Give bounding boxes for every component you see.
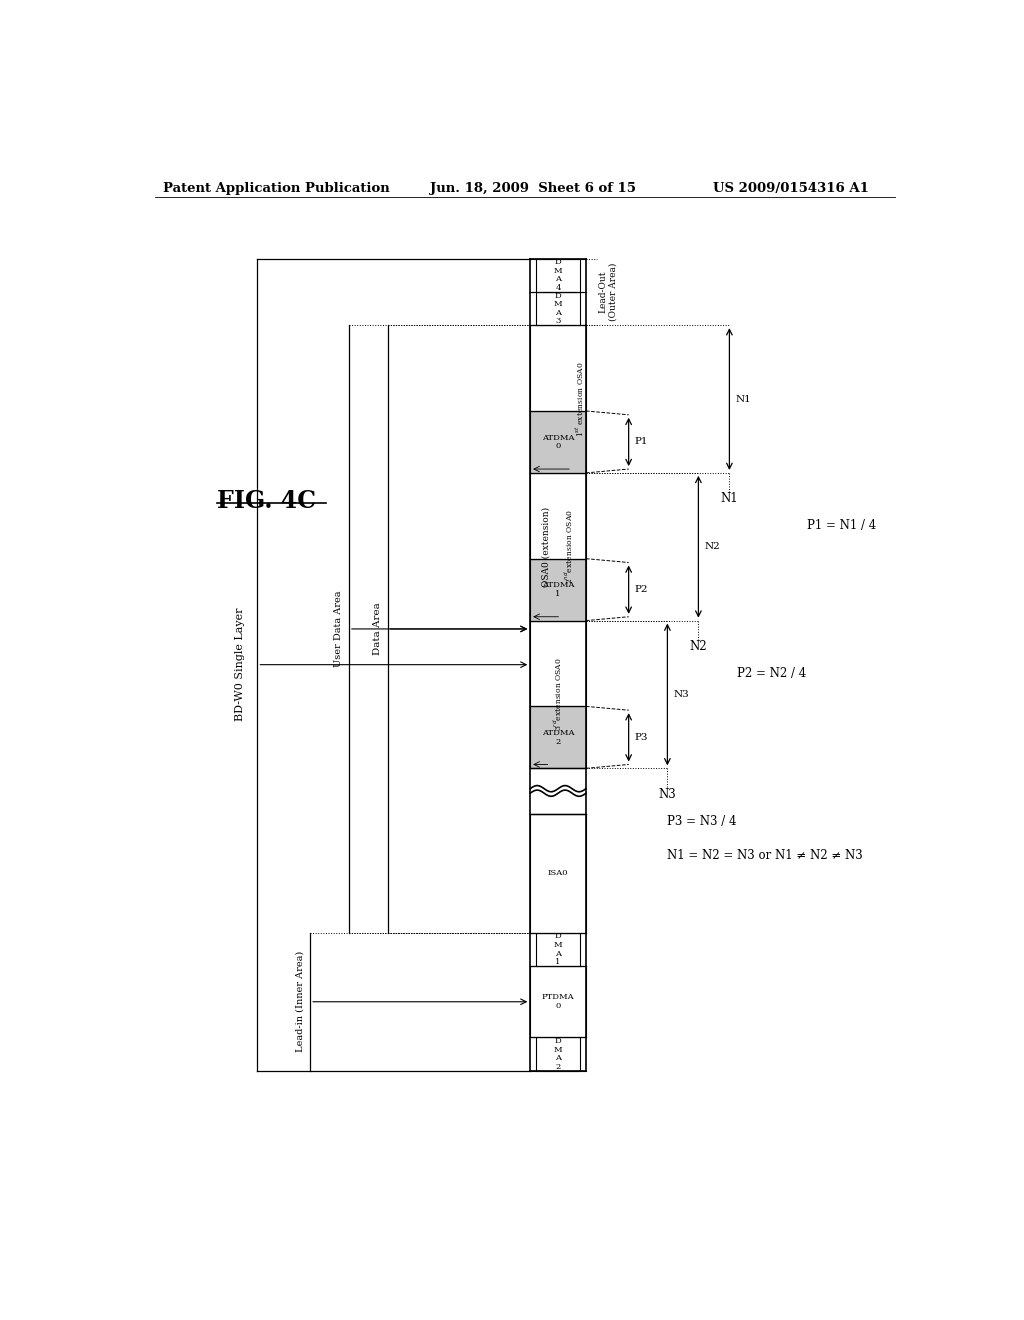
Bar xyxy=(530,966,586,1038)
Text: OSA0 (extension): OSA0 (extension) xyxy=(541,507,550,587)
Text: P2: P2 xyxy=(635,585,648,594)
Text: US 2009/0154316 A1: US 2009/0154316 A1 xyxy=(713,182,869,194)
Text: D
M
A
3: D M A 3 xyxy=(554,292,562,326)
Text: P1 = N1 / 4: P1 = N1 / 4 xyxy=(807,519,877,532)
Text: FIG. 4C: FIG. 4C xyxy=(217,490,316,513)
Text: P3: P3 xyxy=(635,733,648,742)
Text: 3$^{rd}$extension OSA0: 3$^{rd}$extension OSA0 xyxy=(552,657,564,731)
Text: P1: P1 xyxy=(635,437,648,446)
Text: N3: N3 xyxy=(674,690,689,700)
Bar xyxy=(536,933,581,966)
Text: Jun. 18, 2009  Sheet 6 of 15: Jun. 18, 2009 Sheet 6 of 15 xyxy=(430,182,636,194)
Text: N1: N1 xyxy=(721,492,738,506)
Bar xyxy=(536,259,581,292)
Text: P2 = N2 / 4: P2 = N2 / 4 xyxy=(737,667,807,680)
Bar xyxy=(530,706,586,768)
Text: N1: N1 xyxy=(735,395,752,404)
Text: N3: N3 xyxy=(658,788,676,800)
Text: ATDMA
1: ATDMA 1 xyxy=(542,581,574,598)
Text: 1$^{st}$ extension OSA0: 1$^{st}$ extension OSA0 xyxy=(573,362,586,437)
Text: 2$^{nd}$extension OSA0: 2$^{nd}$extension OSA0 xyxy=(563,510,575,585)
Bar xyxy=(536,1038,581,1071)
Bar xyxy=(530,620,586,706)
Text: ATDMA
2: ATDMA 2 xyxy=(542,729,574,746)
Text: N1 = N2 = N3 or N1 ≠ N2 ≠ N3: N1 = N2 = N3 or N1 ≠ N2 ≠ N3 xyxy=(668,849,863,862)
Text: N2: N2 xyxy=(689,640,708,653)
Text: D
M
A
2: D M A 2 xyxy=(554,1038,562,1071)
Text: D
M
A
1: D M A 1 xyxy=(554,932,562,966)
Text: PTDMA
0: PTDMA 0 xyxy=(542,994,574,1010)
Text: ISA0: ISA0 xyxy=(548,869,568,876)
Bar xyxy=(530,558,586,620)
Bar xyxy=(536,292,581,325)
Text: Patent Application Publication: Patent Application Publication xyxy=(163,182,389,194)
Text: BD-W0 Single Layer: BD-W0 Single Layer xyxy=(236,609,246,722)
Text: ATDMA
0: ATDMA 0 xyxy=(542,434,574,450)
Text: Lead-Out
(Outer Area): Lead-Out (Outer Area) xyxy=(598,263,617,321)
Bar xyxy=(530,473,586,558)
Text: N2: N2 xyxy=(705,543,720,552)
Text: Data Area: Data Area xyxy=(373,602,382,655)
Text: Lead-in (Inner Area): Lead-in (Inner Area) xyxy=(296,952,305,1052)
Text: D
M
A
4: D M A 4 xyxy=(554,259,562,292)
Bar xyxy=(530,813,586,933)
Text: User Data Area: User Data Area xyxy=(335,590,343,667)
Bar xyxy=(530,325,586,411)
Text: P3 = N3 / 4: P3 = N3 / 4 xyxy=(668,814,737,828)
Bar xyxy=(530,411,586,473)
